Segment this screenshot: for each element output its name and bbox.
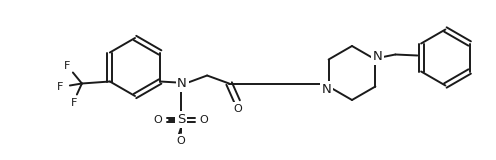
Text: S: S	[177, 113, 186, 126]
Text: F: F	[57, 81, 63, 92]
Text: N: N	[372, 50, 382, 63]
Text: N: N	[322, 83, 331, 96]
Text: O: O	[154, 115, 163, 124]
Text: N: N	[177, 77, 187, 90]
Text: F: F	[63, 60, 70, 71]
Text: O: O	[200, 115, 208, 124]
Text: F: F	[71, 99, 77, 108]
Text: O: O	[234, 104, 243, 113]
Text: O: O	[177, 136, 186, 145]
